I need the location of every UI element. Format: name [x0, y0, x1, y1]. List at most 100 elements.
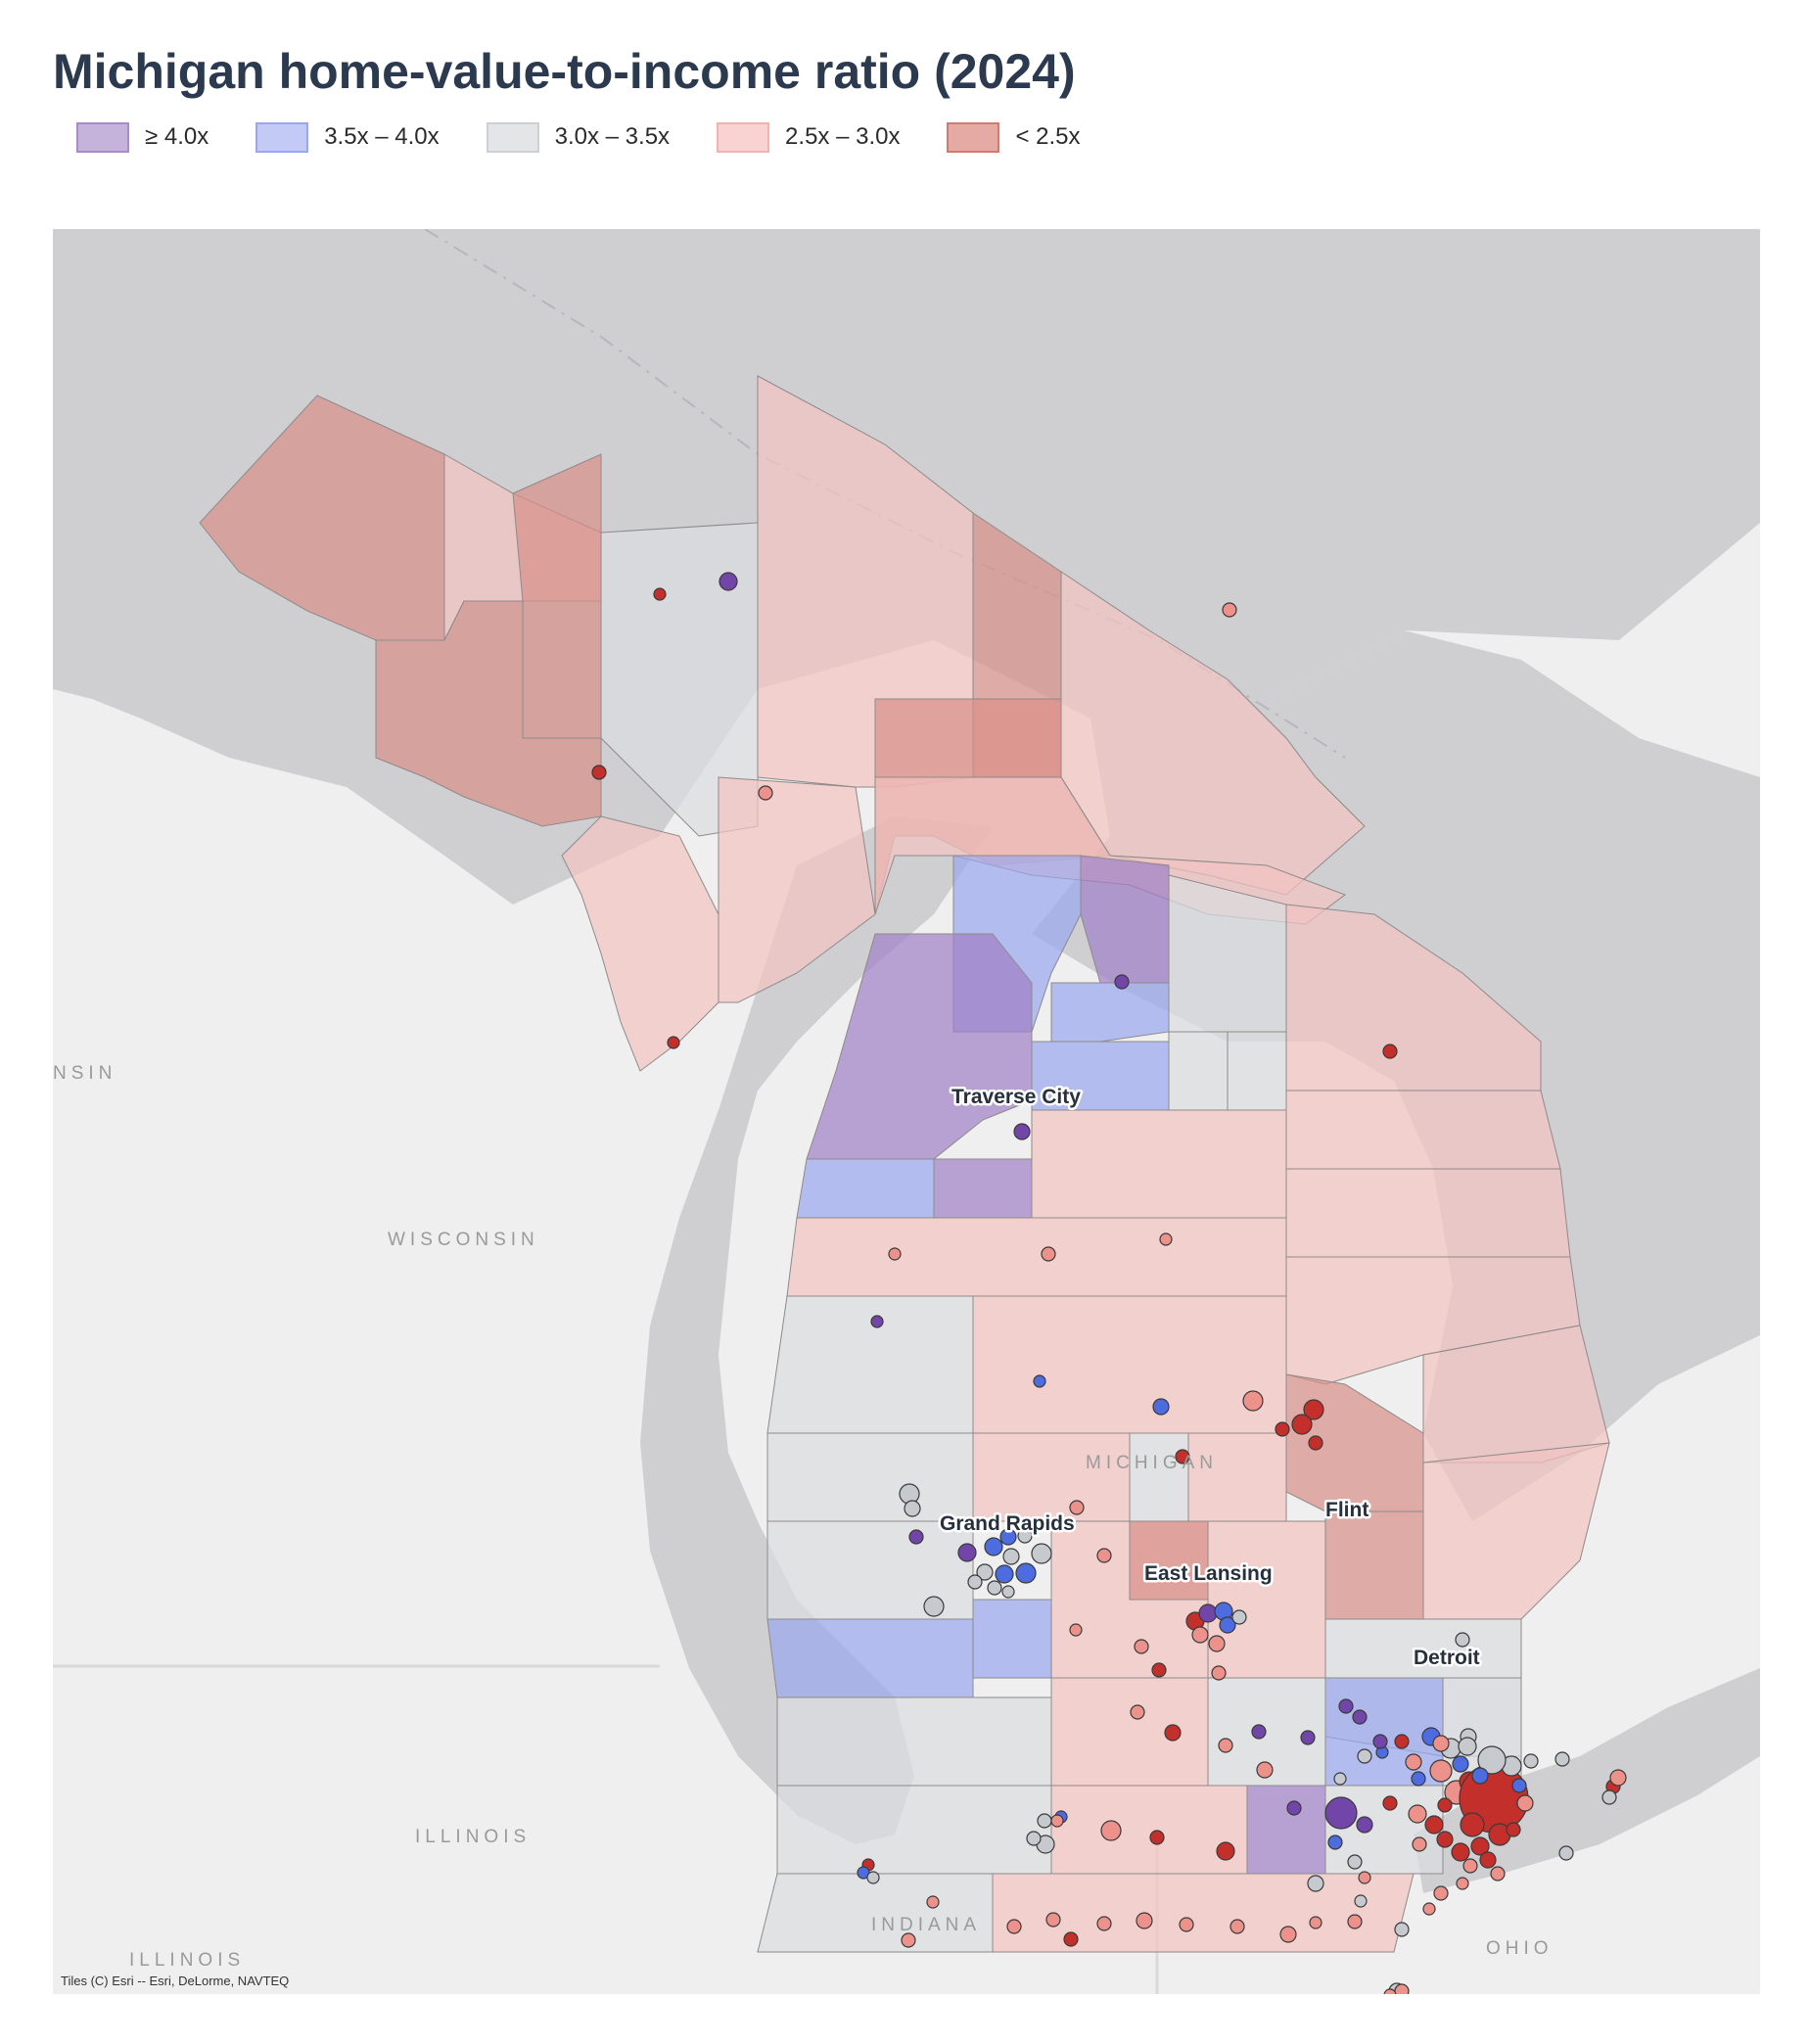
marker[interactable] — [1471, 1767, 1489, 1785]
marker[interactable] — [1490, 1866, 1506, 1881]
marker[interactable] — [1412, 1836, 1427, 1852]
marker[interactable] — [591, 765, 607, 780]
marker[interactable] — [1422, 1902, 1436, 1916]
marker[interactable] — [1354, 1894, 1368, 1908]
marker[interactable] — [1451, 1842, 1470, 1862]
marker[interactable] — [1300, 1730, 1316, 1745]
legend-item-3-5-to-4-0[interactable]: 3.5x – 4.0x — [255, 121, 440, 153]
marker[interactable] — [1352, 1709, 1368, 1725]
marker[interactable] — [1216, 1841, 1235, 1861]
marker[interactable] — [1291, 1414, 1313, 1435]
marker[interactable] — [1279, 1926, 1297, 1943]
marker[interactable] — [1456, 1877, 1469, 1890]
marker[interactable] — [923, 1596, 945, 1617]
marker[interactable] — [1251, 1724, 1267, 1740]
marker[interactable] — [1511, 1778, 1527, 1793]
marker[interactable] — [1002, 1548, 1020, 1565]
marker[interactable] — [1458, 1737, 1477, 1756]
marker[interactable] — [1405, 1753, 1422, 1771]
marker[interactable] — [1096, 1916, 1112, 1931]
marker[interactable] — [1452, 1755, 1469, 1773]
marker[interactable] — [1324, 1796, 1358, 1830]
marker[interactable] — [1114, 974, 1130, 990]
marker[interactable] — [1006, 1919, 1022, 1934]
marker[interactable] — [1175, 1449, 1190, 1464]
marker[interactable] — [1037, 1813, 1052, 1829]
marker[interactable] — [1231, 1609, 1247, 1625]
marker[interactable] — [1327, 1835, 1343, 1850]
marker[interactable] — [719, 572, 738, 591]
marker[interactable] — [758, 785, 773, 801]
marker[interactable] — [1031, 1543, 1052, 1564]
marker[interactable] — [1333, 1772, 1347, 1786]
marker[interactable] — [1136, 1912, 1153, 1929]
marker[interactable] — [1130, 1704, 1145, 1720]
marker[interactable] — [1358, 1871, 1371, 1884]
marker[interactable] — [901, 1932, 916, 1948]
marker[interactable] — [1516, 1794, 1534, 1812]
marker[interactable] — [1460, 1812, 1485, 1837]
marker[interactable] — [1436, 1831, 1454, 1848]
marker[interactable] — [1479, 1851, 1497, 1869]
marker[interactable] — [1229, 1919, 1245, 1934]
marker[interactable] — [1338, 1698, 1354, 1714]
marker[interactable] — [1041, 1246, 1056, 1262]
marker[interactable] — [1470, 1836, 1490, 1856]
marker[interactable] — [1609, 1769, 1627, 1787]
marker[interactable] — [1382, 1044, 1398, 1059]
marker[interactable] — [1033, 1374, 1046, 1388]
marker[interactable] — [1151, 1662, 1167, 1678]
marker[interactable] — [957, 1543, 977, 1562]
marker[interactable] — [1554, 1751, 1570, 1767]
marker[interactable] — [926, 1895, 940, 1909]
marker[interactable] — [1013, 1123, 1031, 1140]
marker[interactable] — [1050, 1814, 1064, 1828]
marker[interactable] — [1219, 1616, 1236, 1634]
map-canvas[interactable]: MICHIGAN WISCONSIN NSIN ILLINOIS ILLINOI… — [53, 229, 1760, 1994]
marker[interactable] — [1383, 1988, 1397, 1994]
marker[interactable] — [1372, 1734, 1388, 1749]
marker[interactable] — [1242, 1390, 1264, 1412]
marker[interactable] — [1506, 1822, 1521, 1837]
marker[interactable] — [1159, 1232, 1173, 1246]
marker[interactable] — [1437, 1797, 1453, 1813]
marker[interactable] — [1063, 1931, 1079, 1947]
marker[interactable] — [1411, 1771, 1426, 1787]
marker[interactable] — [1433, 1885, 1449, 1901]
marker[interactable] — [904, 1500, 921, 1517]
marker[interactable] — [1015, 1562, 1037, 1584]
marker[interactable] — [1303, 1399, 1324, 1420]
marker[interactable] — [1211, 1665, 1227, 1681]
marker[interactable] — [1149, 1830, 1165, 1845]
marker[interactable] — [1394, 1922, 1410, 1937]
marker[interactable] — [866, 1871, 880, 1884]
marker[interactable] — [1357, 1748, 1372, 1764]
marker[interactable] — [1256, 1761, 1274, 1779]
marker[interactable] — [1026, 1831, 1042, 1846]
marker[interactable] — [1164, 1724, 1182, 1742]
marker[interactable] — [1523, 1753, 1539, 1769]
marker[interactable] — [1152, 1398, 1170, 1416]
marker[interactable] — [1455, 1632, 1470, 1648]
marker[interactable] — [1462, 1858, 1478, 1874]
marker[interactable] — [1045, 1912, 1061, 1928]
marker[interactable] — [1208, 1635, 1226, 1652]
marker[interactable] — [1394, 1983, 1410, 1994]
marker[interactable] — [653, 587, 667, 601]
marker[interactable] — [1382, 1795, 1398, 1811]
marker[interactable] — [1069, 1623, 1083, 1637]
marker[interactable] — [1429, 1759, 1453, 1783]
marker[interactable] — [1218, 1738, 1233, 1753]
map-panel[interactable]: MICHIGAN WISCONSIN NSIN ILLINOIS ILLINOI… — [53, 229, 1760, 1994]
marker[interactable] — [984, 1537, 1003, 1556]
marker[interactable] — [999, 1528, 1017, 1546]
marker[interactable] — [1275, 1421, 1290, 1437]
marker[interactable] — [995, 1564, 1014, 1584]
marker[interactable] — [976, 1563, 994, 1581]
marker[interactable] — [1198, 1603, 1218, 1623]
marker[interactable] — [1096, 1548, 1112, 1563]
marker[interactable] — [1307, 1875, 1324, 1892]
marker[interactable] — [1432, 1735, 1450, 1752]
marker[interactable] — [1477, 1745, 1507, 1775]
legend-item-lt-2-5[interactable]: < 2.5x — [947, 121, 1081, 153]
